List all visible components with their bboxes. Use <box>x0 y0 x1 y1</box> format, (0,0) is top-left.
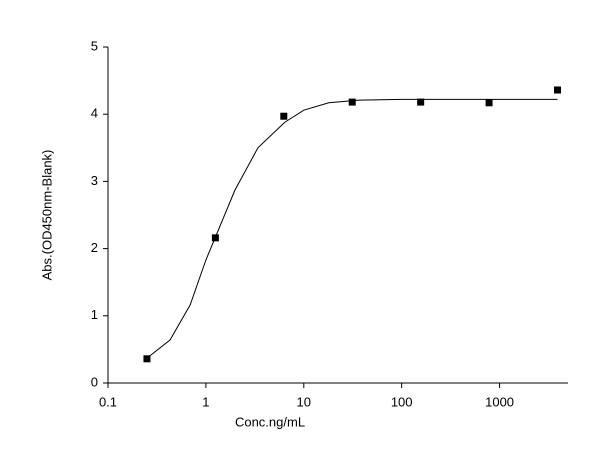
data-point <box>280 112 288 120</box>
data-point <box>348 98 356 106</box>
data-point <box>554 86 562 94</box>
data-point <box>485 99 493 107</box>
y-tick-label: 5 <box>91 38 98 53</box>
x-axis-label: Conc.ng/mL <box>235 414 305 429</box>
x-tick-label: 0.1 <box>99 394 117 409</box>
y-tick-label: 4 <box>91 106 98 121</box>
x-tick-label: 10 <box>297 394 311 409</box>
x-tick-label: 100 <box>391 394 413 409</box>
data-point <box>143 355 151 363</box>
y-tick-label: 0 <box>91 374 98 389</box>
x-tick-label: 1000 <box>485 394 514 409</box>
x-tick-label: 1 <box>202 394 209 409</box>
y-tick-label: 2 <box>91 240 98 255</box>
data-point <box>417 98 425 106</box>
y-axis-label: Abs.(OD450nm-Blank) <box>39 150 54 281</box>
fit-curve <box>146 98 558 359</box>
y-tick-label: 1 <box>91 307 98 322</box>
y-tick-label: 3 <box>91 173 98 188</box>
